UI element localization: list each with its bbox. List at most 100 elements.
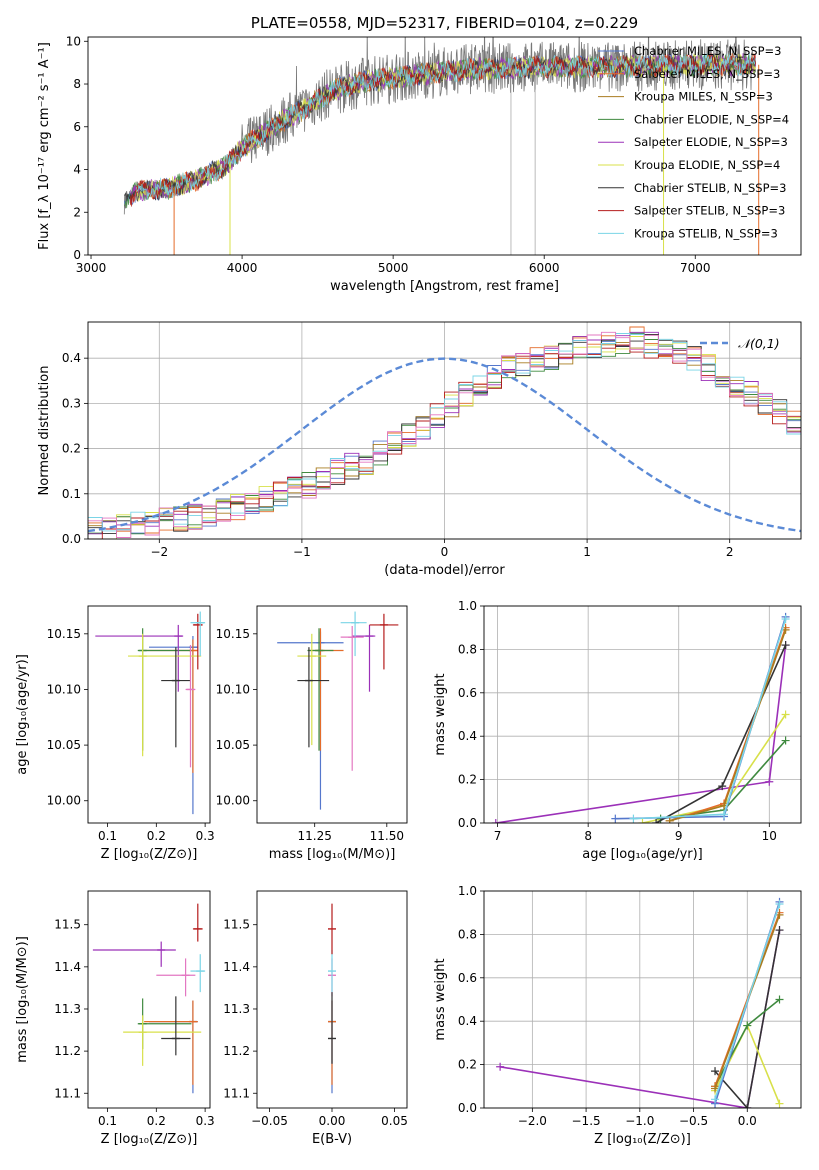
y-axis-label: mass weight: [433, 673, 448, 755]
errorbar-panel-6: −0.05 0.00 0.05 11.1 11.2 11.3 11.4 11.5 E(B-V): [223, 890, 408, 1147]
spectrum-panel: 3000 4000 5000 6000 7000 0 2 4 6 8 10 wavelength [A…: [37, 14, 802, 294]
mass-weight-marker: [781, 615, 790, 624]
axes-frame: [87, 321, 802, 540]
y-tick-label: 0.4: [62, 351, 81, 365]
y-tick-label: 0.1: [62, 487, 81, 501]
y-tick-label: 0.3: [62, 396, 81, 410]
mass-weight-marker: [638, 819, 647, 823]
errorbar-panel-5: 0.1 0.2 0.3 11.1 11.2 11.3 11.4 11.5 Z [log₁₀(Z/…: [15, 890, 215, 1147]
y-axis-label: Flux [f_λ 10⁻¹⁷ erg cm⁻² s⁻¹ A⁻¹]: [37, 42, 52, 250]
mass-weight-marker: [711, 1084, 720, 1093]
y-tick-label: 10: [66, 34, 81, 48]
x-tick-label: −1: [293, 545, 311, 559]
y-tick-label: 11.5: [54, 918, 81, 932]
x-tick-label: 11.50: [370, 829, 404, 843]
y-tick-label: 11.1: [223, 1086, 250, 1100]
y-tick-label: 11.4: [223, 960, 250, 974]
x-tick-label: 0.3: [196, 1114, 215, 1128]
errorbar-panel-3: 11.25 11.50 10.00 10.05 10.10 10.15 mass [log₁…: [216, 605, 408, 862]
y-tick-label: 11.4: [54, 960, 81, 974]
x-tick-label: −2: [150, 545, 168, 559]
y-tick-label: 11.2: [54, 1044, 81, 1058]
y-tick-label: 0.2: [458, 773, 477, 787]
x-axis-label: E(B-V): [312, 1132, 352, 1147]
x-tick-label: 7: [494, 829, 502, 843]
y-axis-label: mass weight: [433, 958, 448, 1040]
mass-weight-marker: [781, 736, 790, 745]
x-tick-label: 0.2: [147, 829, 166, 843]
observed-spectrum: [123, 37, 756, 215]
y-tick-label: 6: [73, 120, 81, 134]
mass-weight-line: [714, 929, 781, 1108]
y-axis-label: Normed distribution: [37, 366, 52, 496]
mass-weight-marker: [775, 926, 784, 935]
errorbar-panel-2: 0.1 0.2 0.3 10.00 10.05 10.10 10.15 Z [log₁₀(Z/…: [15, 605, 215, 862]
y-axis-label: mass [log₁₀(M/M⊙)]: [15, 936, 30, 1063]
mass-weight-marker: [611, 814, 620, 823]
x-tick-label: 0.1: [98, 1114, 117, 1128]
y-tick-label: 0.8: [458, 927, 477, 941]
x-tick-label: 0.00: [319, 1114, 346, 1128]
y-tick-label: 10.00: [47, 794, 81, 808]
mass-weight-panel-7: −2.0 −1.5 −1.0 −0.5 0.0 0.0 0.2 0.4 0.6 0.8 1.0 Z […: [433, 884, 802, 1147]
mass-weight-marker: [775, 1099, 784, 1108]
x-tick-label: 7000: [680, 261, 711, 275]
y-tick-label: 0.0: [458, 1101, 477, 1115]
mass-weight-panel-4: 7 8 9 10 0.0 0.2 0.4 0.6 0.8 1.0 age [log₁₀(age/yr…: [433, 599, 802, 862]
y-tick-label: 0.6: [458, 971, 477, 985]
y-tick-label: 0.4: [458, 729, 477, 743]
mass-weight-line: [669, 627, 787, 822]
x-tick-label: 0.2: [147, 1114, 166, 1128]
x-tick-label: −1.5: [572, 1114, 601, 1128]
errorbar-point: [340, 626, 364, 771]
y-tick-label: 0: [73, 248, 81, 262]
mass-weight-line: [495, 645, 787, 823]
x-tick-label: −0.05: [251, 1114, 288, 1128]
x-tick-label: 0.3: [196, 829, 215, 843]
residual-histogram-step: [88, 334, 801, 534]
x-tick-label: 11.25: [298, 829, 332, 843]
mass-weight-marker: [775, 995, 784, 1004]
errorbar-point: [128, 633, 202, 757]
mass-weight-marker: [720, 810, 729, 819]
y-tick-label: 10.05: [47, 738, 81, 752]
y-tick-label: 1.0: [458, 884, 477, 898]
errorbar-point: [144, 1000, 198, 1085]
residual-histogram-step: [88, 333, 801, 532]
errorbar-point: [144, 639, 198, 773]
axes-frame: [483, 605, 802, 824]
x-axis-label: age [log₁₀(age/yr)]: [582, 847, 703, 862]
legend-entry: Kroupa STELIB, N_SSP=3: [634, 226, 778, 240]
x-tick-label: 6000: [529, 261, 560, 275]
legend-entry: Salpeter MILES, N_SSP=3: [634, 67, 780, 81]
y-tick-label: 11.5: [223, 918, 250, 932]
legend-entry: Salpeter ELODIE, N_SSP=3: [634, 135, 788, 149]
mass-weight-marker: [491, 819, 500, 823]
errorbar-point: [192, 903, 203, 942]
x-axis-label: Z [log₁₀(Z/Z⊙)]: [594, 1132, 691, 1147]
y-tick-label: 4: [73, 163, 81, 177]
residual-histogram-step: [88, 331, 801, 538]
errorbar-point: [328, 992, 336, 1064]
mass-weight-line: [714, 903, 781, 1100]
errorbar-point: [92, 941, 176, 967]
errorbar-point: [328, 949, 336, 993]
y-tick-label: 10.05: [216, 738, 250, 752]
axes-frame: [87, 605, 211, 824]
x-tick-label: 0.05: [381, 1114, 408, 1128]
y-tick-label: 0.0: [62, 532, 81, 546]
x-tick-label: −2.0: [518, 1114, 547, 1128]
residual-histogram-panel: −2 −1 0 1 2 0.0 0.1 0.2 0.3 0.4 (data-model)/error…: [37, 321, 802, 578]
mass-weight-marker: [496, 1062, 505, 1071]
mass-weight-marker: [775, 910, 784, 919]
x-axis-label: (data-model)/error: [384, 563, 505, 578]
y-tick-label: 11.1: [54, 1086, 81, 1100]
model-spectrum-line: [135, 53, 757, 200]
x-tick-label: 10: [762, 829, 777, 843]
x-axis-label: mass [log₁₀(M/M⊙)]: [269, 847, 396, 862]
x-tick-label: 4000: [227, 261, 258, 275]
mass-weight-marker: [765, 777, 774, 786]
mass-weight-marker: [781, 710, 790, 719]
errorbar-point: [328, 903, 336, 955]
